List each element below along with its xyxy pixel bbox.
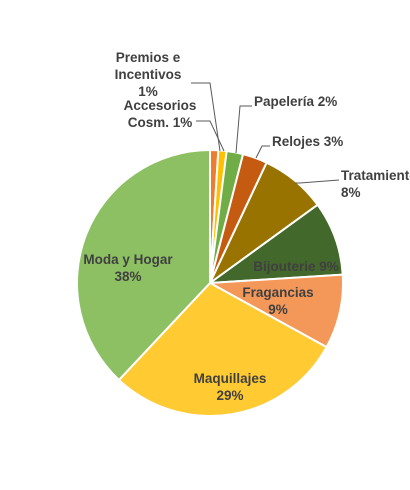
data-label-moda-y-hogar: Moda y Hogar 38% <box>83 252 173 284</box>
leader-line <box>235 105 252 154</box>
data-label-fragancias: Fragancias 9% <box>242 285 313 317</box>
data-label-accesorios-cosm-: Accesorios Cosm. 1% <box>124 98 197 130</box>
leader-line <box>255 145 270 159</box>
leader-line <box>196 120 225 152</box>
leader-line <box>295 179 340 184</box>
data-label-maquillajes: Maquillajes 29% <box>194 371 267 403</box>
pie-slice-moda-y-hogar <box>76 148 211 382</box>
pie-slice-maquillajes <box>117 281 328 417</box>
data-label-bijouterie: Bijouterie 9% <box>253 259 339 274</box>
data-label-papeler-a: Papelería 2% <box>254 94 337 109</box>
data-label-relojes: Relojes 3% <box>272 134 343 149</box>
data-label-premios-e-incentivos: Premios e Incentivos 1% <box>115 50 182 99</box>
data-label-tratamiento: Tratamiento 8% <box>341 168 410 200</box>
leader-line <box>191 82 221 152</box>
